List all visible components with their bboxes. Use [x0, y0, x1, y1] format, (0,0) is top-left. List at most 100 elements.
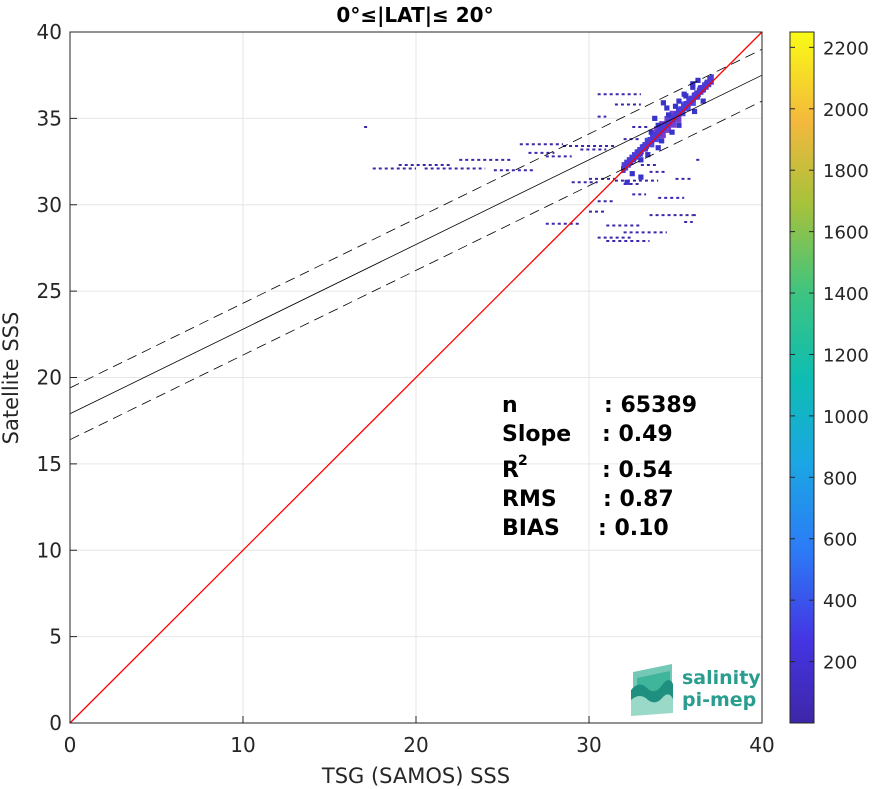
scatter-point — [695, 77, 701, 83]
colorbar-tick-label: 200 — [823, 653, 857, 674]
y-tick-label: 25 — [37, 279, 62, 303]
scatter-point — [652, 115, 658, 121]
colorbar-tick-label: 1400 — [823, 284, 869, 305]
scatter-point — [638, 157, 644, 163]
scatter-point — [629, 171, 635, 177]
scatter-point — [707, 76, 712, 88]
scatter-point — [681, 91, 687, 97]
stat-label-slope: Slope — [502, 422, 571, 447]
scatter-point — [690, 84, 696, 90]
stat-row-n: n : 65389 — [502, 393, 697, 418]
stat-value-slope: : 0.49 — [602, 422, 673, 447]
salinity-pimep-logo: salinity pi-mep — [631, 664, 761, 716]
scatter-point — [668, 116, 673, 126]
scatter-point — [663, 121, 668, 131]
stat-value-rms: : 0.87 — [603, 487, 674, 512]
scatter-point — [657, 126, 662, 136]
scatter-point — [655, 145, 661, 151]
stat-label-bias: BIAS — [502, 516, 560, 541]
scatter-point — [676, 98, 682, 104]
colorbar-ticks: 200 400 600 800 1000 1200 1400 1600 1800 2000 2200 — [790, 38, 869, 674]
y-tick-label: 40 — [37, 20, 62, 44]
scatter-point — [700, 98, 706, 104]
colorbar-frame — [789, 31, 815, 724]
scatter-point — [704, 79, 709, 90]
scatter-points — [364, 74, 714, 243]
stat-value-n: : 65389 — [604, 393, 697, 418]
scatter-point — [660, 100, 666, 106]
scatter-point — [691, 108, 698, 115]
scatter-point — [637, 147, 642, 158]
scatter-point — [690, 81, 696, 87]
scatter-point — [665, 112, 672, 118]
scatter-point — [686, 98, 691, 108]
scatter-point — [676, 122, 682, 128]
stat-row-bias: BIAS : 0.10 — [502, 516, 669, 541]
colorbar-gradient — [790, 32, 814, 723]
scatter-point — [634, 149, 639, 160]
scatter-point — [642, 142, 647, 152]
x-tick-label: 0 — [64, 733, 77, 757]
scatter-point — [638, 174, 644, 180]
scatter-point — [650, 134, 655, 144]
scatter-point — [655, 122, 661, 128]
salinity-pimep-logo-icon — [631, 664, 673, 716]
scatter-point — [639, 144, 644, 155]
chart-title: 0°≤|LAT|≤ 20° — [336, 3, 493, 27]
scatter-point — [702, 82, 707, 93]
y-tick-label: 5 — [49, 625, 62, 649]
scatter-point — [621, 162, 626, 174]
stat-row-r2: R 2 : 0.54 — [502, 453, 673, 483]
colorbar-tick-label: 2200 — [823, 38, 869, 59]
scatter-point — [629, 154, 634, 166]
scatter-point — [664, 105, 670, 111]
scatter-point — [647, 136, 652, 147]
scatter-point — [673, 111, 678, 120]
scatter-point — [672, 103, 679, 109]
scatter-point — [681, 103, 686, 113]
x-tick-label: 10 — [230, 733, 255, 757]
x-tick-label: 40 — [749, 733, 774, 757]
scatter-point — [648, 129, 654, 135]
stat-label-rms: RMS — [502, 487, 557, 512]
stat-value-bias: : 0.10 — [598, 516, 669, 541]
colorbar-tick-label: 1600 — [823, 223, 869, 244]
scatter-point — [691, 92, 696, 103]
colorbar-tick-label: 1200 — [823, 345, 869, 366]
scatter-point — [626, 157, 631, 168]
y-tick-label: 20 — [37, 366, 62, 390]
fit-lines — [69, 31, 763, 724]
logo-text-pimep: pi-mep — [682, 689, 756, 711]
x-axis-ticks: 0 10 20 30 40 — [64, 716, 775, 757]
stat-value-r2: : 0.54 — [602, 458, 673, 483]
colorbar-tick-label: 800 — [823, 468, 857, 489]
scatter-point — [689, 95, 694, 105]
stat-label-r2-superscript: 2 — [518, 453, 528, 469]
stat-label-n: n — [502, 393, 518, 418]
scatter-point — [694, 90, 699, 100]
scatter-point — [645, 152, 651, 158]
y-tick-label: 0 — [49, 711, 62, 735]
y-axis-ticks: 0 5 10 15 20 25 30 35 40 — [37, 20, 77, 735]
y-tick-label: 30 — [37, 193, 62, 217]
regression-upper-band — [69, 48, 763, 389]
stat-row-rms: RMS : 0.87 — [502, 487, 674, 512]
colorbar-tick-label: 1000 — [823, 407, 869, 428]
colorbar-tick-label: 400 — [823, 591, 857, 612]
scatter-point — [624, 159, 629, 171]
colorbar-tick-label: 2000 — [823, 100, 869, 121]
colorbar-tick-label: 600 — [823, 530, 857, 551]
stats-box: n : 65389 Slope : 0.49 R 2 : 0.54 RMS : … — [502, 393, 697, 541]
scatter-point — [655, 129, 660, 139]
regression-lower-band — [69, 100, 763, 441]
plot-area: 0 10 20 30 40 0 5 10 15 20 25 30 35 40 — [37, 20, 775, 757]
scatter-point — [659, 138, 665, 144]
y-tick-label: 15 — [37, 452, 62, 476]
scatter-point — [699, 84, 704, 95]
scatter-point — [696, 87, 701, 98]
scatter-point — [660, 124, 665, 134]
scatter-point — [665, 119, 670, 128]
colorbar: 200 400 600 800 1000 1200 1400 1600 1800 2000 2200 — [789, 31, 869, 724]
scatter-point — [676, 108, 681, 118]
